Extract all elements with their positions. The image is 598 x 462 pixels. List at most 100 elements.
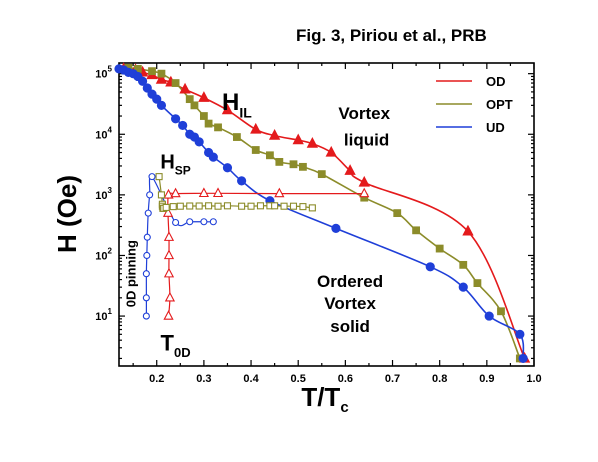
annotation-label: Vortex bbox=[324, 294, 376, 313]
point-opt-hsp bbox=[169, 203, 177, 211]
point-opt-hil bbox=[289, 160, 298, 169]
point-ud-hil bbox=[208, 152, 218, 162]
point-opt-hsp bbox=[223, 202, 232, 210]
chart-title: Fig. 3, Piriou et al., PRB bbox=[296, 26, 487, 45]
point-opt-hsp bbox=[176, 202, 184, 210]
point-od-hsp bbox=[163, 249, 175, 260]
annotation-label: T0D bbox=[161, 331, 191, 361]
point-od-hil bbox=[250, 122, 262, 134]
point-opt-hsp bbox=[280, 202, 288, 210]
point-od-hsp bbox=[359, 187, 370, 198]
point-od-hil bbox=[306, 137, 319, 148]
point-opt-hil bbox=[473, 279, 482, 288]
point-ud-hil bbox=[458, 282, 468, 292]
point-ud-hil bbox=[331, 223, 341, 233]
point-ud-hsp bbox=[144, 209, 152, 217]
point-ud-hsp bbox=[142, 294, 150, 302]
annotation-label: liquid bbox=[344, 131, 389, 150]
point-ud-hil bbox=[518, 353, 528, 364]
point-ud-hsp bbox=[143, 251, 151, 260]
legend-label-od: OD bbox=[486, 74, 506, 89]
point-opt-hil bbox=[214, 123, 222, 132]
point-opt-hil bbox=[185, 95, 194, 104]
point-od-hsp bbox=[162, 207, 174, 217]
point-opt-hil bbox=[266, 151, 274, 160]
series-line-opt-hil bbox=[128, 67, 521, 359]
point-od-hsp bbox=[163, 188, 174, 199]
point-opt-hsp bbox=[205, 202, 213, 210]
legend-label-opt: OPT bbox=[486, 97, 513, 112]
x-tick-label: 1.0 bbox=[526, 373, 541, 385]
point-opt-hil bbox=[459, 260, 468, 269]
point-opt-hsp bbox=[186, 202, 194, 210]
point-ud-hil bbox=[170, 114, 181, 124]
point-opt-hil bbox=[171, 79, 180, 87]
point-opt-hil bbox=[435, 244, 444, 253]
x-tick-label: 0.9 bbox=[479, 373, 494, 385]
point-opt-hil bbox=[497, 307, 505, 316]
point-od-hil bbox=[358, 175, 370, 187]
point-od-hil bbox=[344, 164, 356, 175]
x-tick-label: 0.7 bbox=[385, 373, 400, 385]
annotation-label: solid bbox=[330, 317, 370, 336]
point-opt-hil bbox=[157, 69, 166, 78]
annotation-label: 0D pinning bbox=[124, 240, 139, 307]
point-od-hil bbox=[292, 133, 304, 145]
point-od-hsp bbox=[274, 187, 285, 198]
annotation-label: HIL bbox=[222, 89, 252, 120]
point-od-hsp bbox=[163, 267, 175, 278]
point-od-hil bbox=[198, 91, 210, 102]
point-opt-hsp bbox=[271, 202, 279, 210]
point-ud-hsp bbox=[143, 233, 151, 241]
point-ud-hil bbox=[515, 329, 525, 339]
point-od-hil bbox=[155, 72, 168, 84]
y-tick-label: 103 bbox=[95, 186, 112, 202]
point-od-hsp bbox=[163, 231, 175, 241]
point-ud-hil bbox=[237, 176, 247, 186]
point-opt-hil bbox=[204, 119, 213, 128]
point-ud-hil bbox=[156, 100, 167, 110]
x-tick-label: 0.4 bbox=[243, 373, 259, 385]
point-od-hil bbox=[268, 129, 281, 140]
point-od-hsp bbox=[164, 291, 176, 302]
point-opt-hsp bbox=[289, 202, 298, 210]
point-opt-hil bbox=[251, 146, 260, 154]
point-ud-hsp bbox=[142, 270, 150, 278]
point-od-hsp bbox=[198, 187, 209, 198]
point-ud-hil bbox=[178, 120, 188, 131]
y-tick-label: 104 bbox=[95, 125, 112, 141]
point-od-hil bbox=[179, 82, 191, 94]
point-od-hil bbox=[462, 224, 474, 236]
point-opt-hil bbox=[317, 170, 326, 179]
point-ud-hil bbox=[142, 83, 152, 93]
y-tick-label: 101 bbox=[95, 307, 112, 323]
point-opt-hil bbox=[275, 158, 284, 166]
point-ud-hil bbox=[425, 262, 435, 272]
point-opt-hsp bbox=[195, 202, 203, 210]
annotation-label: Vortex bbox=[338, 104, 390, 123]
point-od-hsp bbox=[170, 187, 181, 198]
point-ud-hsp bbox=[186, 218, 194, 226]
annotation-label: Ordered bbox=[317, 272, 383, 291]
point-opt-hil bbox=[199, 112, 208, 120]
annotation-label: HSP bbox=[160, 152, 190, 178]
point-opt-hsp bbox=[162, 203, 170, 212]
y-axis-label: H (Oe) bbox=[52, 175, 82, 253]
x-tick-label: 0.5 bbox=[291, 373, 306, 385]
y-tick-label: 105 bbox=[95, 65, 112, 81]
x-tick-label: 0.6 bbox=[338, 373, 353, 385]
point-od-hsp bbox=[163, 310, 174, 320]
point-opt-hsp bbox=[256, 202, 265, 210]
point-opt-hil bbox=[148, 67, 156, 76]
y-tick-label: 102 bbox=[95, 246, 112, 262]
point-opt-hil bbox=[412, 226, 421, 235]
point-od-hil bbox=[325, 145, 337, 157]
point-ud-hil bbox=[194, 137, 204, 147]
point-opt-hsp bbox=[157, 191, 165, 199]
point-ud-hil bbox=[222, 163, 233, 173]
point-opt-hil bbox=[190, 101, 199, 110]
point-opt-hsp bbox=[238, 202, 246, 210]
point-ud-hsp bbox=[146, 191, 154, 199]
point-ud-hsp bbox=[200, 218, 208, 226]
